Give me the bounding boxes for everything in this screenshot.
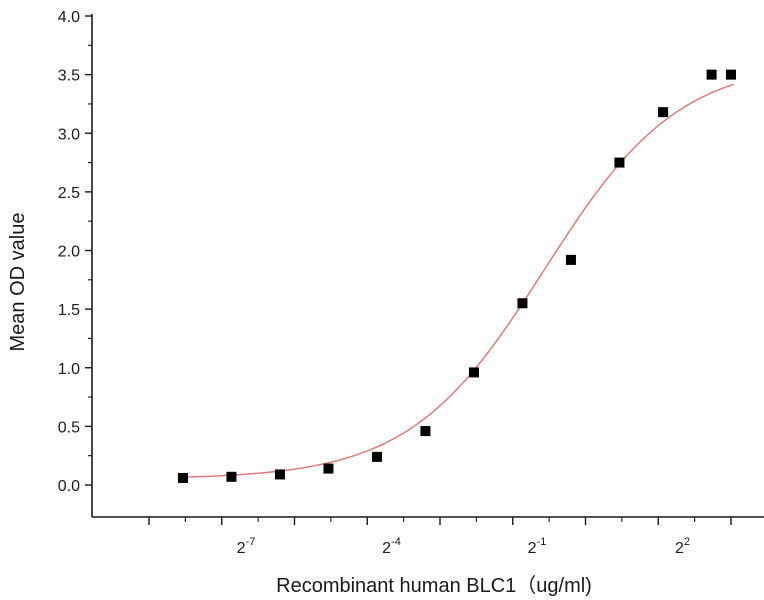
data-point xyxy=(726,69,736,80)
x-tick-label-base: 2 xyxy=(675,540,684,557)
data-point xyxy=(177,472,188,483)
data-point xyxy=(565,254,576,265)
data-point xyxy=(323,463,334,474)
data-point xyxy=(517,298,528,309)
x-tick-label-base: 2 xyxy=(237,540,246,557)
data-point xyxy=(420,426,431,437)
x-tick-label-exponent: 2 xyxy=(684,536,690,548)
x-tick-label-exponent: -4 xyxy=(391,536,401,548)
data-point xyxy=(658,107,669,118)
y-tick-label: 2.5 xyxy=(58,185,80,202)
data-point xyxy=(371,451,382,462)
y-axis: 0.0 0.5 1.0 1.5 2.0 2.5 3.0 3.5 4.0 xyxy=(58,9,93,517)
y-tick-label: 0.5 xyxy=(58,419,80,436)
y-tick-label: 0.0 xyxy=(58,478,80,495)
x-tick-label-base: 2 xyxy=(528,540,537,557)
data-point xyxy=(274,469,285,480)
data-point xyxy=(226,471,237,482)
data-point xyxy=(468,367,479,378)
y-tick-label: 4.0 xyxy=(58,9,80,26)
y-tick-label: 1.5 xyxy=(58,302,80,319)
x-tick-label-base: 2 xyxy=(382,540,391,557)
x-tick-label: 2-7 xyxy=(237,536,256,557)
x-tick-label-exponent: -7 xyxy=(246,536,256,548)
data-point xyxy=(706,69,717,80)
fit-curve xyxy=(182,83,734,478)
x-axis: 2-7 2-4 2-1 22 xyxy=(92,516,764,557)
data-points xyxy=(177,69,736,483)
y-tick-label: 3.5 xyxy=(58,68,80,85)
x-tick-label-exponent: -1 xyxy=(537,536,547,548)
data-point xyxy=(614,157,625,168)
y-tick-label: 3.0 xyxy=(58,126,80,143)
y-axis-label: Mean OD value xyxy=(7,213,29,352)
x-tick-label: 2-1 xyxy=(528,536,547,557)
x-tick-label: 2-4 xyxy=(382,536,401,557)
y-tick-label: 2.0 xyxy=(58,244,80,261)
x-tick-label: 22 xyxy=(675,536,690,557)
y-tick-label: 1.0 xyxy=(58,361,80,378)
x-axis-label: Recombinant human BLC1（ug/ml) xyxy=(276,574,592,597)
